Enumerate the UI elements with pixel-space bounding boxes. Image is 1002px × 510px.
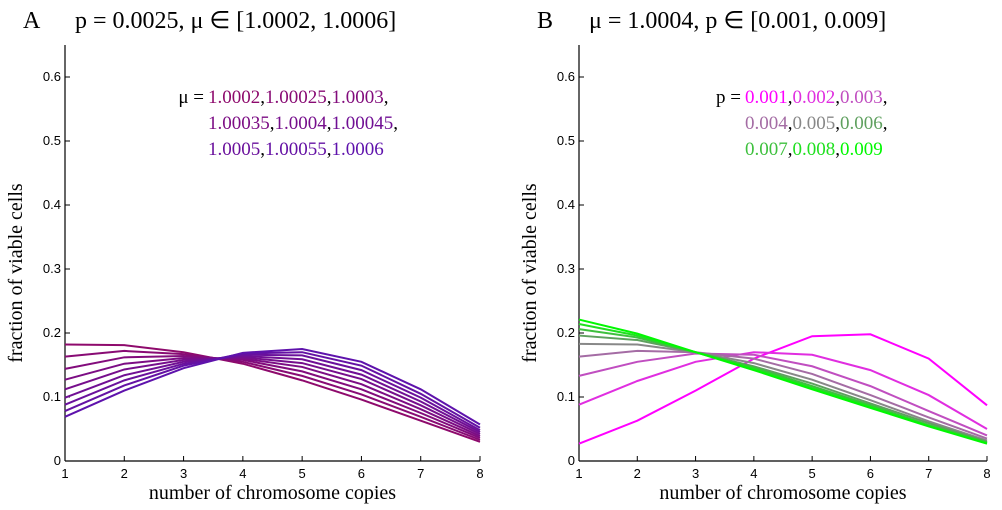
legend-entry: 0.005 (793, 113, 836, 134)
x-tick-label: 1 (575, 466, 582, 481)
x-tick-label: 4 (239, 466, 246, 481)
legend-row: 0.001,0.002,0.003, (745, 87, 888, 108)
y-tick-label: 0.4 (557, 197, 575, 212)
legend-entry: 0.008 (793, 139, 836, 160)
legend-row: 1.0005,1.00055,1.0006 (208, 139, 384, 160)
x-tick-label: 2 (634, 466, 641, 481)
y-tick-label: 0 (54, 453, 61, 468)
y-tick-label: 0.5 (557, 133, 575, 148)
legend-separator: , (384, 87, 389, 108)
data-line (578, 349, 988, 440)
legend-separator: , (327, 87, 332, 108)
y-tick-label: 0.6 (557, 69, 575, 84)
data-line (578, 318, 988, 445)
legend-title: μ = (178, 87, 204, 108)
x-tick-label: 5 (299, 466, 306, 481)
y-tick-label: 0.1 (557, 389, 575, 404)
legend-separator: , (260, 139, 265, 160)
y-tick-label: 0.1 (43, 389, 61, 404)
legend-entry: 0.001 (745, 87, 788, 108)
legend-separator: , (835, 113, 840, 134)
legend-separator: , (788, 139, 793, 160)
y-tick-label: 0.2 (557, 325, 575, 340)
data-line (64, 349, 481, 441)
x-tick-label: 3 (180, 466, 187, 481)
legend-entry: 0.007 (745, 139, 788, 160)
panel-label: B (537, 8, 553, 34)
legend-entry: 0.002 (793, 87, 836, 108)
legend-entry: 0.004 (745, 113, 788, 134)
y-tick-label: 0.3 (43, 261, 61, 276)
data-line (578, 342, 988, 442)
data-line (64, 356, 481, 437)
y-tick-label: 0.3 (557, 261, 575, 276)
legend-entry: 1.0005 (208, 139, 260, 160)
legend-entry: 0.003 (840, 87, 883, 108)
legend-entry: 1.00025 (265, 87, 327, 108)
legend-separator: , (788, 87, 793, 108)
legend-entry: 0.009 (840, 139, 883, 160)
legend-separator: , (393, 113, 398, 134)
data-line (64, 355, 481, 439)
legend-row: 1.00035,1.0004,1.00045, (208, 113, 398, 134)
chart-title: μ = 1.0004, p ∈ [0.001, 0.009] (589, 8, 886, 34)
legend-separator: , (260, 87, 265, 108)
legend-separator: , (327, 113, 332, 134)
legend-row: 0.004,0.005,0.006, (745, 113, 888, 134)
legend-entry: 1.00045 (332, 113, 394, 134)
legend-entry: 1.0006 (332, 139, 384, 160)
panel-label: A (23, 8, 41, 34)
legend-separator: , (270, 113, 275, 134)
legend-separator: , (883, 113, 888, 134)
legend-separator: , (835, 139, 840, 160)
data-line (64, 353, 481, 432)
legend-entry: 0.006 (840, 113, 883, 134)
legend-separator: , (883, 87, 888, 108)
x-tick-label: 8 (476, 466, 483, 481)
legend-separator: , (788, 113, 793, 134)
x-tick-label: 2 (121, 466, 128, 481)
chart-title: p = 0.0025, μ ∈ [1.0002, 1.0006] (75, 8, 396, 34)
data-line (64, 347, 481, 426)
y-tick-label: 0.6 (43, 69, 61, 84)
x-tick-label: 4 (750, 466, 757, 481)
legend-entry: 1.0004 (275, 113, 328, 134)
x-tick-label: 8 (983, 466, 990, 481)
data-line (64, 356, 481, 436)
legend-title: p = (716, 87, 741, 108)
data-line (64, 351, 481, 429)
legend-entry: 1.0003 (332, 87, 384, 108)
legend-entry: 1.00055 (265, 139, 327, 160)
x-tick-label: 7 (925, 466, 932, 481)
legend-row: 1.0002,1.00025,1.0003, (208, 87, 389, 108)
x-tick-label: 6 (867, 466, 874, 481)
x-tick-label: 7 (417, 466, 424, 481)
x-tick-label: 5 (809, 466, 816, 481)
data-line (578, 351, 988, 430)
y-axis-label: fraction of viable cells (5, 183, 27, 363)
data-line (578, 352, 988, 437)
y-tick-label: 0 (568, 453, 575, 468)
data-line (578, 334, 988, 443)
legend-separator: , (835, 87, 840, 108)
y-tick-label: 0.2 (43, 325, 61, 340)
legend-separator: , (327, 139, 332, 160)
x-tick-label: 3 (692, 466, 699, 481)
y-axis-label: fraction of viable cells (519, 183, 541, 363)
data-line (578, 333, 988, 445)
data-line (64, 343, 481, 443)
x-axis-label: number of chromosome copies (659, 482, 906, 504)
x-tick-label: 1 (61, 466, 68, 481)
x-axis-label: number of chromosome copies (149, 482, 396, 504)
data-line (64, 355, 481, 434)
y-tick-label: 0.4 (43, 197, 61, 212)
x-tick-label: 6 (358, 466, 365, 481)
legend-entry: 1.0002 (208, 87, 260, 108)
y-tick-label: 0.5 (43, 133, 61, 148)
legend-entry: 1.00035 (208, 113, 270, 134)
legend-row: 0.007,0.008,0.009 (745, 139, 883, 160)
